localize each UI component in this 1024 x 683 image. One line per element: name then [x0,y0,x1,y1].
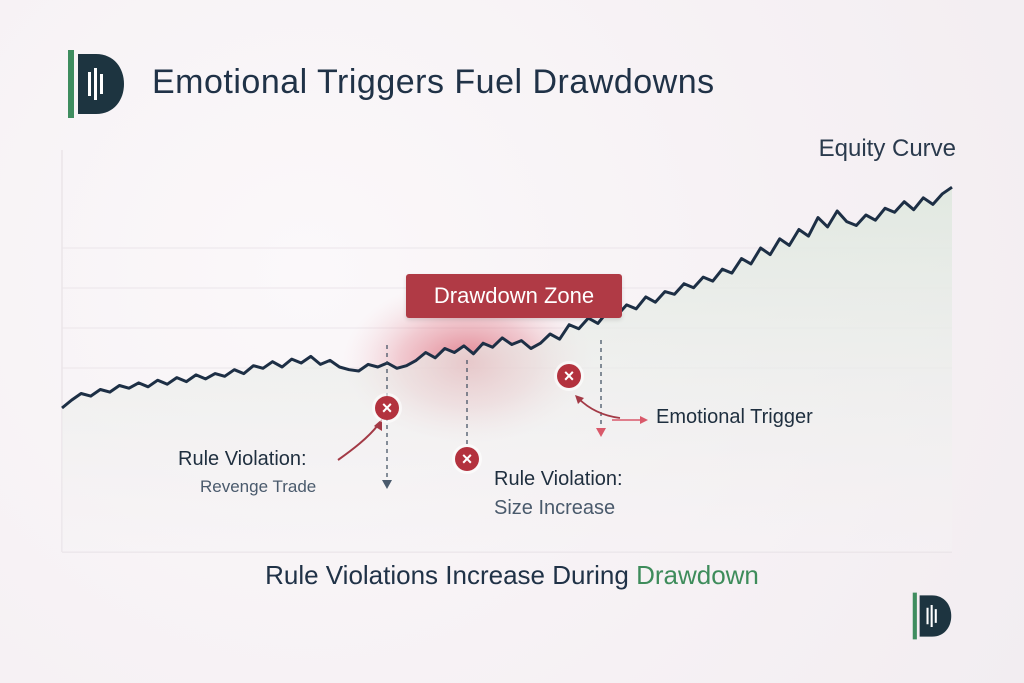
caption-accent: Drawdown [636,560,759,590]
page-title: Emotional Triggers Fuel Drawdowns [152,63,715,101]
drawdown-zone-label: Drawdown Zone [406,274,622,318]
caption-main: Rule Violations Increase During [265,560,629,590]
equity-area [62,187,952,552]
brand-logo-icon [68,50,124,118]
violation-2-annotation: Rule Violation: Size Increase [494,468,623,520]
violation-marker-2-icon: × [455,447,479,471]
trigger-arrow-left-tip [575,395,584,404]
trigger-marker-icon: × [557,364,581,388]
violation-marker-1-icon: × [375,396,399,420]
trigger-arrow-right-tip [640,416,648,424]
violation-1-subtitle: Revenge Trade [200,477,317,496]
violation-1-annotation: Rule Violation: Revenge Trade [178,448,316,497]
violation-2-title: Rule Violation: [494,468,623,490]
violation-1-title: Rule Violation: [178,448,307,470]
violation-1-arrow [337,424,379,461]
equity-line [61,185,953,410]
violation-1-arrow-tip [374,419,382,431]
brand-logo-small-icon [912,592,952,640]
violation-2-subtitle: Size Increase [494,497,616,519]
emotional-trigger-label: Emotional Trigger [656,406,813,428]
violation-1-arrowhead [382,480,392,489]
trigger-arrowhead [596,428,606,437]
bottom-caption: Rule Violations Increase During Drawdown [0,560,1024,591]
equity-curve-label: Equity Curve [818,135,956,162]
